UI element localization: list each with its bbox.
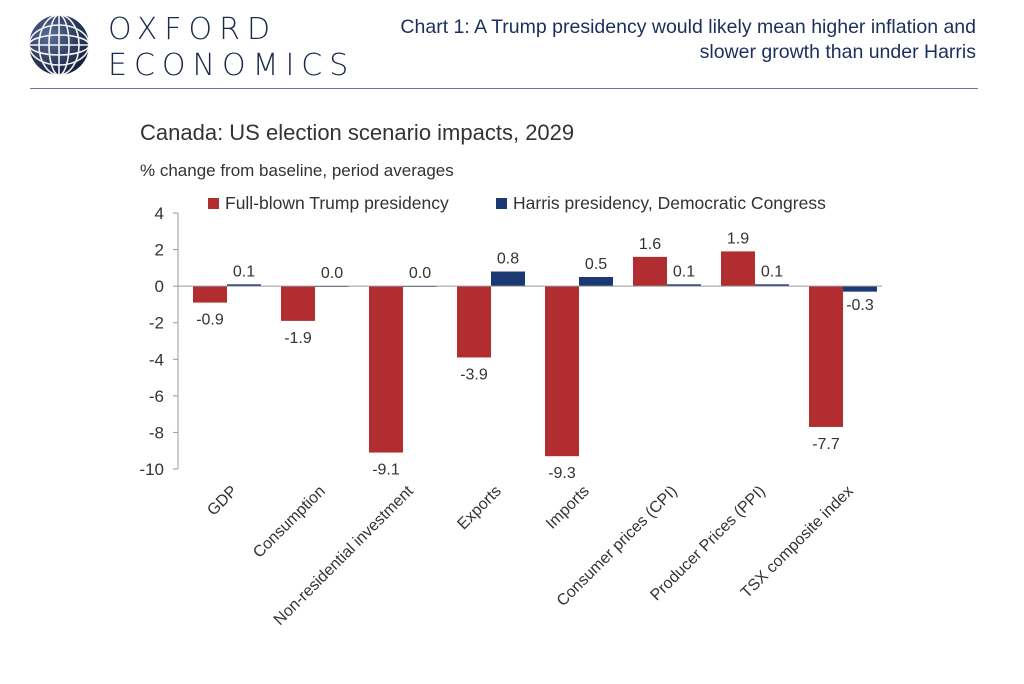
globe-icon — [28, 14, 90, 76]
oxford-economics-logo: OXFORD ECONOMICS — [26, 8, 348, 83]
data-label-trump: -1.9 — [284, 330, 312, 347]
data-label-trump: -9.1 — [372, 462, 400, 479]
brand-line-economics: ECONOMICS — [108, 48, 356, 83]
y-tick-label: 4 — [155, 204, 164, 223]
bar-harris — [667, 284, 701, 287]
y-tick-label: -4 — [149, 350, 164, 369]
bar-harris — [579, 277, 613, 287]
x-tick-label: Non-residential investment — [271, 482, 417, 628]
legend-swatch-2 — [496, 198, 507, 209]
bar-trump — [545, 286, 579, 457]
legend-label-2: Harris presidency, Democratic Congress — [513, 193, 826, 213]
bar-harris — [843, 286, 877, 292]
chart-headline: Chart 1: A Trump presidency would likely… — [336, 15, 976, 65]
data-label-harris: 0.1 — [673, 263, 695, 280]
data-label-trump: -0.9 — [196, 312, 224, 329]
data-label-trump: -3.9 — [460, 366, 488, 383]
data-label-harris: 0.1 — [761, 263, 783, 280]
brand-wordmark: OXFORD ECONOMICS — [108, 12, 355, 84]
y-tick-label: -6 — [149, 387, 164, 406]
x-tick-label: Exports — [454, 483, 504, 533]
bar-trump — [369, 286, 403, 453]
data-label-harris: -0.3 — [846, 297, 874, 314]
data-label-harris: 0.0 — [409, 265, 431, 282]
y-tick-label: -8 — [149, 423, 164, 442]
data-label-harris: 0.8 — [497, 251, 519, 268]
data-label-trump: -9.3 — [548, 465, 576, 482]
bar-harris — [755, 284, 789, 287]
bar-harris — [491, 271, 525, 287]
x-tick-label: Imports — [543, 483, 593, 533]
legend-label-1: Full-blown Trump presidency — [225, 193, 449, 213]
bar-trump — [281, 286, 315, 321]
x-tick-label: Consumption — [250, 483, 329, 562]
data-label-harris: 0.1 — [233, 263, 255, 280]
y-tick-label: 2 — [155, 241, 164, 260]
bar-trump — [633, 256, 667, 287]
bar-trump — [721, 251, 755, 287]
y-tick-label: -10 — [139, 460, 164, 479]
brand-line-oxford: OXFORD — [108, 12, 278, 47]
data-label-harris: 0.5 — [585, 256, 607, 273]
chart-subtitle: % change from baseline, period averages — [140, 161, 454, 180]
x-tick-label: GDP — [204, 483, 241, 520]
bar-harris — [227, 284, 261, 287]
data-label-trump: -7.7 — [812, 436, 840, 453]
legend-swatch-1 — [208, 198, 219, 209]
data-label-trump: 1.6 — [639, 236, 661, 253]
data-label-harris: 0.0 — [321, 265, 343, 282]
y-tick-label: -2 — [149, 314, 164, 333]
bar-trump — [809, 286, 843, 427]
bar-trump — [193, 286, 227, 303]
bar-trump — [457, 286, 491, 358]
y-tick-label: 0 — [155, 277, 164, 296]
data-label-trump: 1.9 — [727, 230, 749, 247]
chart-title: Canada: US election scenario impacts, 20… — [140, 120, 574, 145]
headline-line-1: Chart 1: A Trump presidency would likely… — [400, 16, 976, 38]
headline-line-2: slower growth than under Harris — [699, 41, 976, 63]
header-divider — [30, 88, 978, 89]
